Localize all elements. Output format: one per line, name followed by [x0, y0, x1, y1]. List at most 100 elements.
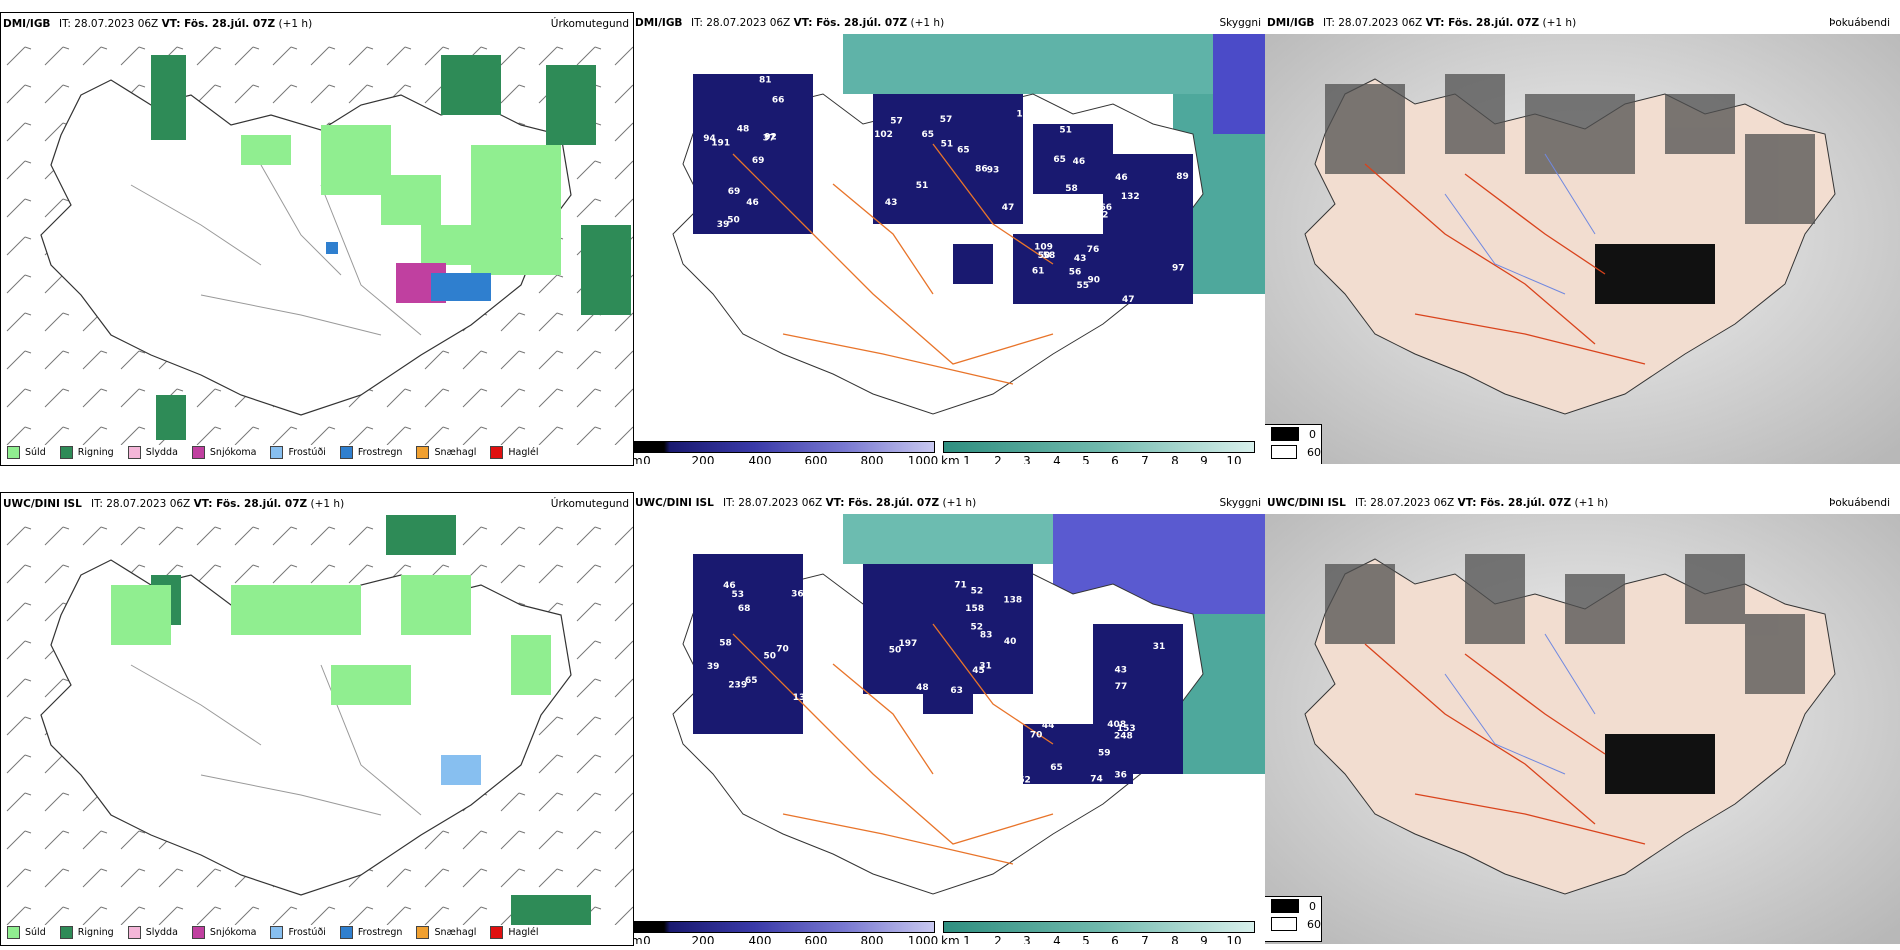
- cloud-base-value: 48: [737, 125, 750, 135]
- cloud-base-colorbar: m 0 200 400 600 800 1000: [633, 438, 938, 464]
- visibility-gradient: [943, 441, 1255, 453]
- cloud-base-value: 46: [1073, 157, 1086, 167]
- cloud-base-value: 61: [1084, 607, 1097, 617]
- run-info: IT: 28.07.2023 06Z VT: Fös. 28.júl. 07Z …: [1323, 17, 1577, 29]
- cloud-base-value: 42: [1132, 130, 1145, 140]
- run-info: IT: 28.07.2023 06Z VT: Fös. 28.júl. 07Z …: [91, 498, 345, 510]
- legend-swatch: [7, 925, 20, 939]
- cloud-base-value: 92: [764, 132, 777, 142]
- cloud-base-value: 43: [885, 198, 898, 208]
- cloud-base-value: 57: [940, 115, 953, 125]
- cloud-base-value: 74: [1090, 774, 1103, 784]
- legend-swatch: [7, 445, 20, 459]
- cloud-base-unit: m: [633, 934, 643, 944]
- legend-item: Rigning: [59, 445, 114, 459]
- cloud-base-value: 44: [1042, 721, 1055, 731]
- cloud-base-value: 69: [752, 156, 765, 166]
- model-name: UWC/DINI ISL: [3, 498, 82, 510]
- cloud-base-value: 65: [996, 717, 1009, 727]
- cloud-base-value: 51: [1059, 126, 1072, 136]
- fog-swatch-dark: [1271, 427, 1299, 441]
- cloud-base-value: 135: [793, 693, 812, 703]
- fog-swatch-light: [1271, 445, 1297, 459]
- visibility-unit: km: [941, 454, 960, 464]
- iceland-outline: [40, 79, 572, 416]
- visibility-colorbar: km 1 2 3 4 5 6 7 8 9 10: [941, 918, 1255, 944]
- cloud-base-value: 46: [1115, 173, 1128, 183]
- legend-swatch: [416, 925, 430, 939]
- cloud-base-value: 68: [738, 604, 751, 614]
- legend-swatch: [490, 925, 504, 939]
- cloud-base-value: 59: [1098, 748, 1111, 758]
- cloud-base-value: 131: [1111, 610, 1130, 620]
- legend-swatch: [270, 445, 284, 459]
- legend-item: Snæhagl: [416, 925, 476, 939]
- legend-swatch: [339, 925, 353, 939]
- fog-swatch-dark: [1271, 899, 1299, 913]
- cloud-base-value: 35: [1088, 599, 1101, 609]
- cloud-base-value: 41: [983, 750, 996, 760]
- cloud-base-value: 43: [1074, 254, 1087, 264]
- cloud-base-value: 51: [941, 140, 954, 150]
- panel-dmi-fog: DMI/IGB IT: 28.07.2023 06Z VT: Fös. 28.j…: [1265, 12, 1900, 464]
- visibility-map: 6745317046484336405249653940354136314839…: [672, 514, 1265, 895]
- legend-swatch: [490, 445, 504, 459]
- cloud-base-value: 37: [763, 134, 776, 144]
- field-name: Úrkomutegund: [550, 18, 629, 30]
- cloud-base-value: 42: [1096, 211, 1109, 221]
- cloud-base-value: 190: [1054, 683, 1073, 693]
- cloud-base-gradient: [633, 441, 935, 453]
- legend-item: Snjókoma: [191, 445, 256, 459]
- cloud-base-value: 65: [922, 130, 935, 140]
- run-info: IT: 28.07.2023 06Z VT: Fös. 28.júl. 07Z …: [1355, 497, 1609, 509]
- precip-map: [1, 515, 633, 925]
- cloud-base-value: 46: [746, 198, 759, 208]
- cloud-base-colorbar: m 0 200 400 600 800 1000: [633, 918, 938, 944]
- cloud-base-value: 39: [707, 662, 720, 672]
- legend-swatch: [339, 445, 353, 459]
- field-name: Úrkomutegund: [550, 498, 629, 510]
- cloud-base-value: 177: [969, 296, 988, 306]
- legend-swatch: [59, 445, 73, 459]
- run-info: IT: 28.07.2023 06Z VT: Fös. 28.júl. 07Z …: [691, 17, 945, 29]
- cloud-base-value: 86: [975, 165, 988, 175]
- cloud-base-gradient: [633, 921, 935, 933]
- panel-header: DMI/IGB IT: 28.07.2023 06Z VT: Fös. 28.j…: [1, 13, 633, 33]
- run-info: IT: 28.07.2023 06Z VT: Fös. 28.júl. 07Z …: [723, 497, 977, 509]
- cloud-base-value: 141: [1016, 110, 1035, 120]
- cloud-base-value: 47: [1122, 295, 1135, 305]
- legend-swatch: [191, 445, 205, 459]
- model-name: DMI/IGB: [635, 17, 683, 29]
- legend-item: Snæhagl: [416, 445, 476, 459]
- cloud-base-value: 81: [759, 76, 772, 86]
- panel-uwc-visibility: UWC/DINI ISL IT: 28.07.2023 06Z VT: Fös.…: [633, 492, 1265, 944]
- model-name: DMI/IGB: [3, 18, 51, 30]
- cloud-base-value: 248: [1114, 732, 1133, 742]
- cloud-base-value: 50: [764, 652, 777, 662]
- cloud-base-value: 77: [1115, 682, 1128, 692]
- cloud-base-value: 45: [972, 666, 985, 676]
- panel-uwc-fog: UWC/DINI ISL IT: 28.07.2023 06Z VT: Fös.…: [1265, 492, 1900, 944]
- visibility-map: 6957664737514258666551471911414243395746…: [672, 34, 1265, 415]
- panel-header: UWC/DINI ISL IT: 28.07.2023 06Z VT: Fös.…: [1, 493, 633, 513]
- cloud-base-value: 56: [1069, 267, 1082, 277]
- cloud-base-value: 69: [728, 187, 741, 197]
- cloud-base-value: 61: [1032, 267, 1045, 277]
- precip-legend: Súld Rigning Slydda Snjókoma Frostúði Fr…: [1, 441, 539, 463]
- model-name: DMI/IGB: [1267, 17, 1315, 29]
- legend-item: Slydda: [127, 445, 178, 459]
- visibility-gradient: [943, 921, 1255, 933]
- cloud-base-value: 31: [1153, 642, 1166, 652]
- legend-swatch: [270, 925, 284, 939]
- cloud-base-value: 63: [950, 686, 963, 696]
- cloud-base-value: 47: [1002, 203, 1015, 213]
- cloud-base-value: 50: [727, 216, 740, 226]
- legend-item: Súld: [7, 445, 46, 459]
- legend-swatch: [416, 445, 430, 459]
- precip-map: [1, 35, 633, 445]
- legend-item: Súld: [7, 925, 46, 939]
- cloud-base-value: 138: [1003, 596, 1022, 606]
- cloud-base-value: 408: [1107, 720, 1126, 730]
- cloud-base-value: 36: [791, 590, 804, 600]
- cloud-base-value: 31: [979, 662, 992, 672]
